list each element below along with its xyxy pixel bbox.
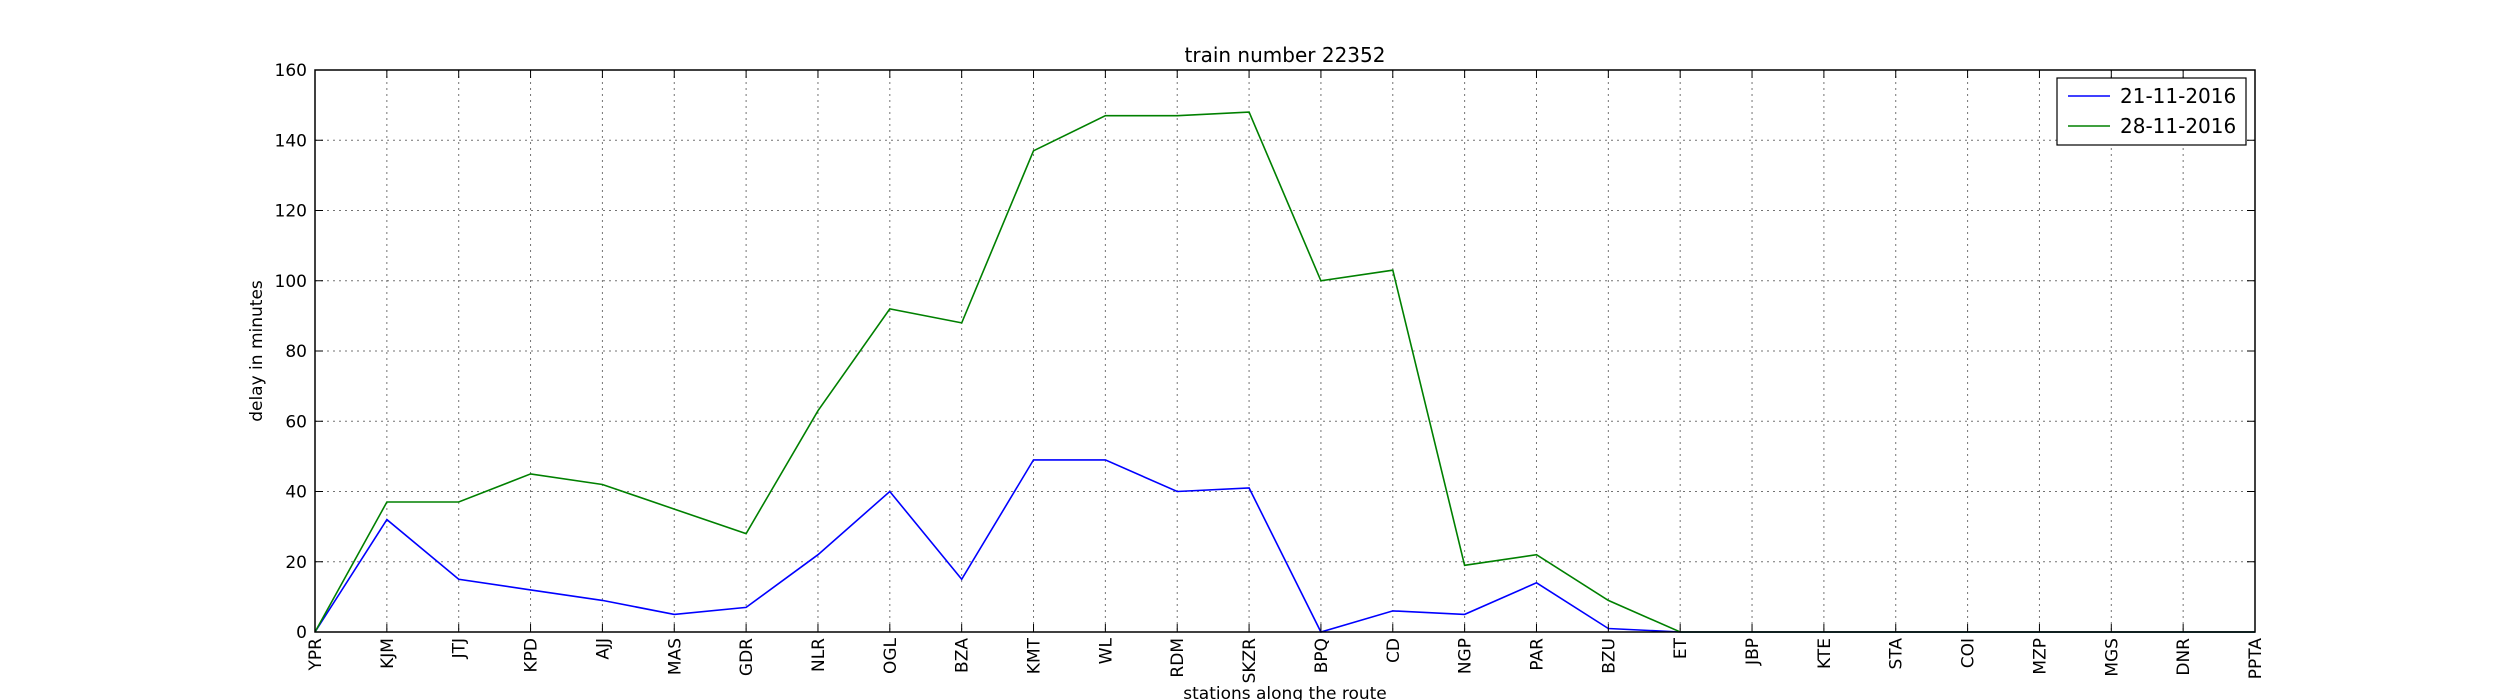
x-tick-label: RDM <box>1168 638 1188 678</box>
x-tick-label: OGL <box>881 637 901 674</box>
x-tick-label: NLR <box>809 638 829 672</box>
y-tick-label: 60 <box>285 412 307 432</box>
x-tick-label: PAR <box>1527 638 1547 671</box>
chart-title: train number 22352 <box>1185 43 1386 67</box>
x-tick-label: KMT <box>1025 637 1045 674</box>
y-tick-label: 80 <box>285 342 307 362</box>
grid <box>315 70 2255 632</box>
y-axis-title: delay in minutes <box>247 280 267 422</box>
x-tick-label: MAS <box>665 638 685 675</box>
x-axis-title: stations along the route <box>1183 684 1387 700</box>
y-tick-label: 20 <box>285 553 307 573</box>
x-tick-label: STA <box>1887 638 1907 670</box>
x-tick-label: DNR <box>2174 638 2194 676</box>
legend: 21-11-2016 28-11-2016 <box>2056 77 2247 146</box>
legend-label-series-1: 21-11-2016 <box>2120 84 2236 108</box>
x-tick-label: BZA <box>953 638 973 673</box>
legend-box <box>2056 77 2247 146</box>
x-tick-label: MGS <box>2102 638 2122 677</box>
x-tick-label: YPR <box>306 638 326 672</box>
legend-label-series-2: 28-11-2016 <box>2120 114 2236 138</box>
x-tick-label: MZP <box>2030 638 2050 675</box>
x-tick-label: CD <box>1384 638 1404 663</box>
x-tick-label: AJJ <box>593 638 613 660</box>
x-tick-label: KPD <box>522 638 542 673</box>
x-tick-label: COI <box>1959 638 1979 668</box>
x-tick-label: ET <box>1671 637 1691 659</box>
x-axis-ticks: YPR KJM JTJ KPD AJJ MAS GDR NLR OGL BZA KMT WL RDM SK… <box>306 70 2266 683</box>
x-tick-label: BZU <box>1599 638 1619 674</box>
x-tick-label: WL <box>1096 637 1116 664</box>
x-tick-label: JTJ <box>450 638 470 659</box>
y-tick-label: 160 <box>275 61 307 81</box>
x-tick-label: PPTA <box>2246 638 2266 680</box>
y-tick-label: 0 <box>296 623 307 643</box>
x-tick-label: JBP <box>1743 638 1763 666</box>
y-tick-label: 40 <box>285 483 307 503</box>
y-tick-label: 140 <box>275 131 307 151</box>
y-axis-ticks: 0 20 40 60 80 100 120 140 160 <box>275 61 2255 643</box>
x-tick-label: GDR <box>737 638 757 676</box>
x-tick-label: KTE <box>1815 638 1835 669</box>
y-tick-label: 120 <box>275 202 307 222</box>
x-tick-label: KJM <box>378 638 398 669</box>
y-tick-label: 100 <box>275 272 307 292</box>
x-tick-label: SKZR <box>1240 638 1260 684</box>
x-tick-label: BPQ <box>1312 638 1332 673</box>
x-tick-label: NGP <box>1456 638 1476 674</box>
